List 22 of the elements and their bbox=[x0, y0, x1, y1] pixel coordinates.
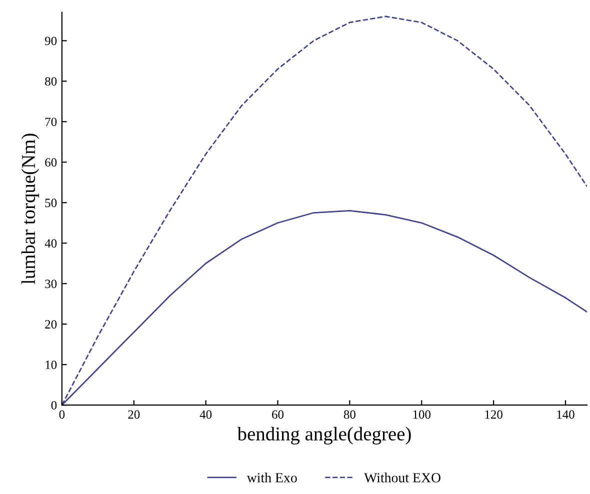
y-tick-label: 60 bbox=[45, 158, 57, 167]
x-tick-label: 0 bbox=[59, 410, 65, 419]
x-tick-label: 120 bbox=[485, 410, 502, 419]
legend-label: Without EXO bbox=[364, 472, 440, 482]
y-tick-label: 30 bbox=[45, 280, 57, 288]
y-tick-label: 80 bbox=[45, 77, 57, 86]
x-axis-title: bending angle(degree) bbox=[237, 426, 411, 445]
x-tick-label: 140 bbox=[557, 410, 574, 419]
x-tick-label: 40 bbox=[200, 410, 212, 419]
y-axis-title: lumbar torque(Nm) bbox=[21, 134, 40, 284]
y-tick-label: 50 bbox=[45, 198, 57, 208]
x-tick-label: 80 bbox=[344, 410, 356, 419]
y-tick-label: 20 bbox=[45, 320, 57, 329]
y-tick-label: 70 bbox=[45, 118, 57, 126]
x-tick-label: 60 bbox=[272, 410, 284, 419]
y-tick-label: 40 bbox=[44, 239, 57, 248]
x-tick-label: 100 bbox=[413, 410, 431, 419]
y-tick-label: 10 bbox=[46, 360, 57, 370]
x-tick-label: 20 bbox=[128, 410, 140, 419]
y-tick-label: 0 bbox=[51, 401, 57, 410]
legend-label: with Exo bbox=[246, 472, 297, 482]
y-tick-label: 90 bbox=[44, 36, 57, 46]
